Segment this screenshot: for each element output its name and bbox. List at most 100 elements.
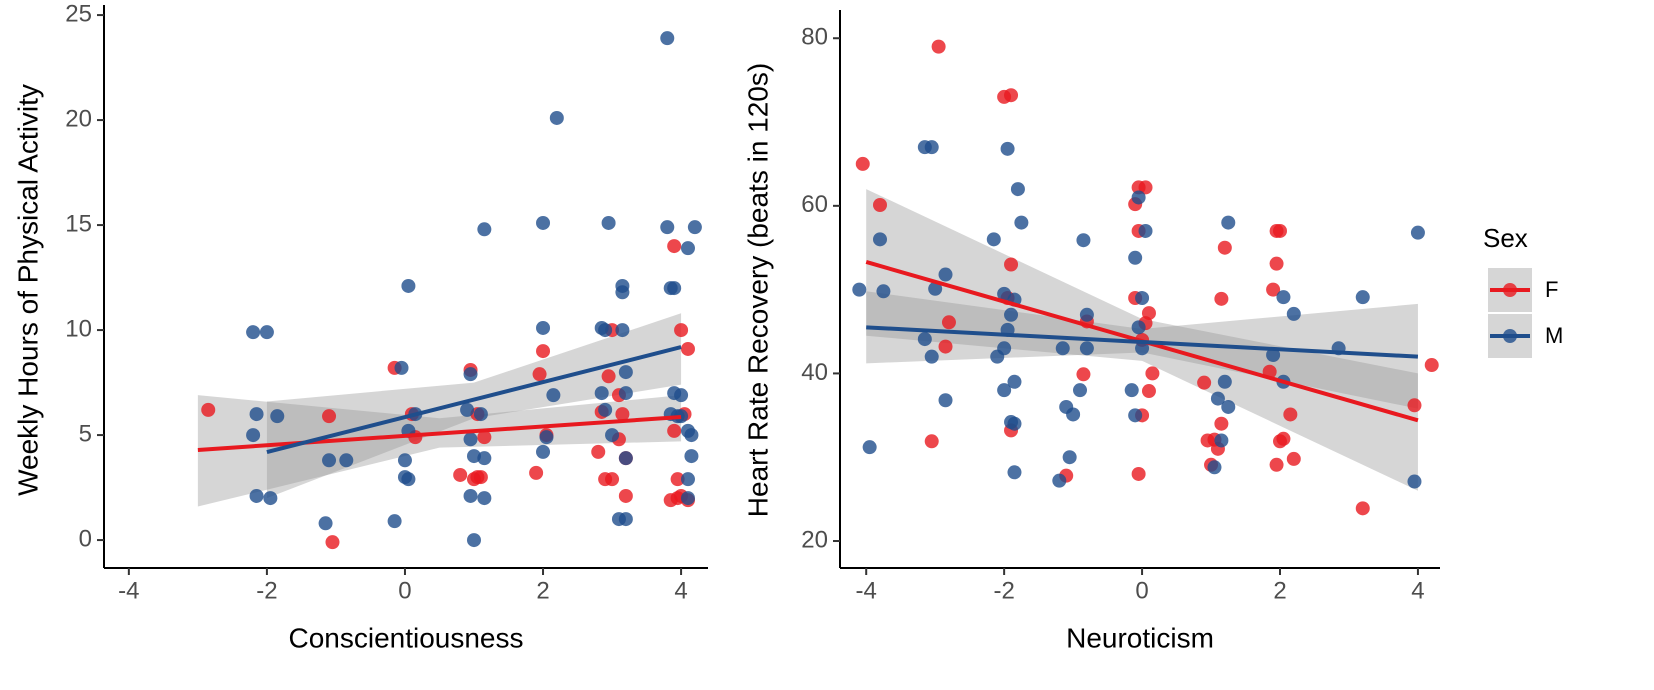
point xyxy=(618,386,633,401)
legend-label: F xyxy=(1545,277,1558,302)
point xyxy=(598,402,613,417)
point xyxy=(1007,374,1022,389)
point xyxy=(1000,141,1015,156)
point xyxy=(667,281,682,296)
point xyxy=(1004,88,1019,103)
point xyxy=(924,140,939,155)
point xyxy=(1207,460,1222,475)
point xyxy=(1131,320,1146,335)
point xyxy=(1062,450,1077,465)
point xyxy=(1197,375,1212,390)
point xyxy=(618,488,633,503)
point xyxy=(394,360,409,375)
point xyxy=(259,325,274,340)
point xyxy=(1355,501,1370,516)
point xyxy=(249,488,264,503)
point xyxy=(1210,391,1225,406)
point xyxy=(463,367,478,382)
point xyxy=(1004,415,1019,430)
y-axis-title: Heart Rate Recovery (beats in 120s) xyxy=(742,63,773,517)
point xyxy=(539,430,554,445)
point xyxy=(618,512,633,527)
point xyxy=(463,432,478,447)
point xyxy=(477,491,492,506)
point xyxy=(1273,223,1287,238)
point xyxy=(997,286,1012,301)
point xyxy=(1424,358,1439,373)
point xyxy=(660,220,675,235)
x-tick-label: 0 xyxy=(398,577,411,604)
point xyxy=(680,241,695,256)
point xyxy=(1145,366,1160,381)
point xyxy=(1131,190,1146,205)
point xyxy=(453,467,468,482)
point xyxy=(873,232,887,247)
point xyxy=(322,453,337,468)
x-tick-label: 2 xyxy=(1273,577,1286,604)
point xyxy=(1214,416,1229,431)
point xyxy=(322,409,337,424)
point xyxy=(667,239,682,254)
point xyxy=(1217,240,1232,255)
point xyxy=(1221,215,1236,230)
point xyxy=(594,386,609,401)
point xyxy=(536,215,551,230)
y-tick-label: 60 xyxy=(801,191,828,218)
point xyxy=(591,444,606,459)
point xyxy=(924,434,939,449)
x-axis-title: Neuroticism xyxy=(1066,622,1214,653)
point xyxy=(477,451,492,466)
point xyxy=(876,284,891,299)
y-axis-title: Weekly Hours of Physical Activity xyxy=(12,84,43,496)
y-tick-label: 80 xyxy=(801,24,828,51)
point xyxy=(938,393,953,408)
point xyxy=(1276,290,1291,305)
legend-label: M xyxy=(1545,323,1563,348)
point xyxy=(1135,291,1150,306)
x-tick-label: -2 xyxy=(256,577,277,604)
x-axis-title: Conscientiousness xyxy=(288,622,523,653)
point xyxy=(387,514,402,529)
point xyxy=(928,281,943,296)
point xyxy=(670,472,685,487)
point xyxy=(466,533,481,548)
point xyxy=(1269,457,1284,472)
point xyxy=(601,215,616,230)
point xyxy=(397,453,412,468)
x-tick-label: 0 xyxy=(1135,577,1148,604)
point xyxy=(477,430,492,445)
point xyxy=(618,365,633,380)
point xyxy=(615,407,630,422)
point xyxy=(938,339,953,354)
y-tick-label: 40 xyxy=(801,359,828,386)
point xyxy=(674,409,689,424)
point xyxy=(660,31,675,46)
y-tick-label: 0 xyxy=(79,525,92,552)
point xyxy=(401,472,416,487)
point xyxy=(339,453,354,468)
x-tick-label: 4 xyxy=(674,577,687,604)
point xyxy=(873,197,887,212)
point xyxy=(1221,399,1236,414)
point xyxy=(615,278,630,293)
point xyxy=(605,472,620,487)
fit-line xyxy=(866,325,1419,359)
point xyxy=(674,323,689,338)
point xyxy=(1124,383,1139,398)
point xyxy=(473,470,488,485)
legend-point xyxy=(1503,283,1517,297)
legend-title: Sex xyxy=(1483,223,1528,253)
point xyxy=(667,423,682,438)
point xyxy=(1407,474,1422,489)
fit-line xyxy=(197,415,682,452)
point xyxy=(862,440,877,455)
point xyxy=(1269,256,1284,271)
point xyxy=(1055,341,1070,356)
point xyxy=(1135,341,1150,356)
point xyxy=(1014,215,1029,230)
fit-line xyxy=(266,345,682,455)
point xyxy=(463,488,478,503)
point xyxy=(1138,223,1153,238)
point xyxy=(938,267,953,282)
point xyxy=(473,407,488,422)
